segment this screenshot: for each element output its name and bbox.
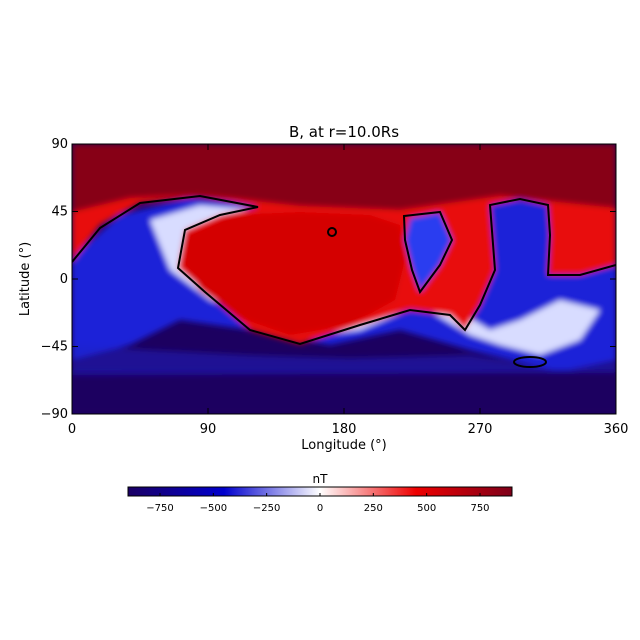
y-tick-label: −45 (41, 340, 68, 355)
x-tick-label: 0 (68, 422, 76, 437)
y-tick-label: −90 (41, 407, 68, 422)
zero-contour-main (72, 194, 616, 346)
colorbar-tick-label: 750 (470, 503, 489, 514)
x-axis-label: Longitude (°) (301, 438, 386, 453)
zero-contours (72, 194, 616, 368)
y-axis-label: Latitude (°) (18, 242, 33, 316)
colorbar-tick-label: −500 (200, 503, 227, 514)
x-tick-label: 360 (604, 422, 629, 437)
y-tick-label: 45 (51, 205, 68, 220)
x-axis: 0 90 180 270 360 (68, 144, 629, 437)
x-tick-label: 270 (468, 422, 493, 437)
colorbar-ticks: −750 −500 −250 0 250 500 750 (146, 493, 490, 514)
y-axis: 90 45 0 −45 −90 (41, 137, 616, 422)
colorbar-tick-label: −750 (146, 503, 173, 514)
y-tick-label: 90 (51, 137, 68, 152)
positive-core-region (183, 212, 405, 335)
colorbar-tick-label: 250 (364, 503, 383, 514)
chart-title: B, at r=10.0Rs (289, 123, 399, 141)
x-tick-label: 180 (332, 422, 357, 437)
zero-contour-lobe (402, 210, 454, 295)
negative-lobe-region (405, 212, 452, 292)
south-polar-negative-region (72, 370, 616, 414)
colorbar-tick-label: 500 (417, 503, 436, 514)
zero-contour-south-island (513, 356, 547, 368)
zero-contour-north-island (327, 227, 337, 237)
colorbar-label: nT (313, 472, 329, 486)
colorbar-tick-label: −250 (253, 503, 280, 514)
map-field (72, 144, 616, 414)
colorbar-tick-label: 0 (317, 503, 323, 514)
southern-blue-band (72, 345, 616, 375)
x-tick-label: 90 (200, 422, 217, 437)
y-tick-label: 0 (60, 272, 68, 287)
